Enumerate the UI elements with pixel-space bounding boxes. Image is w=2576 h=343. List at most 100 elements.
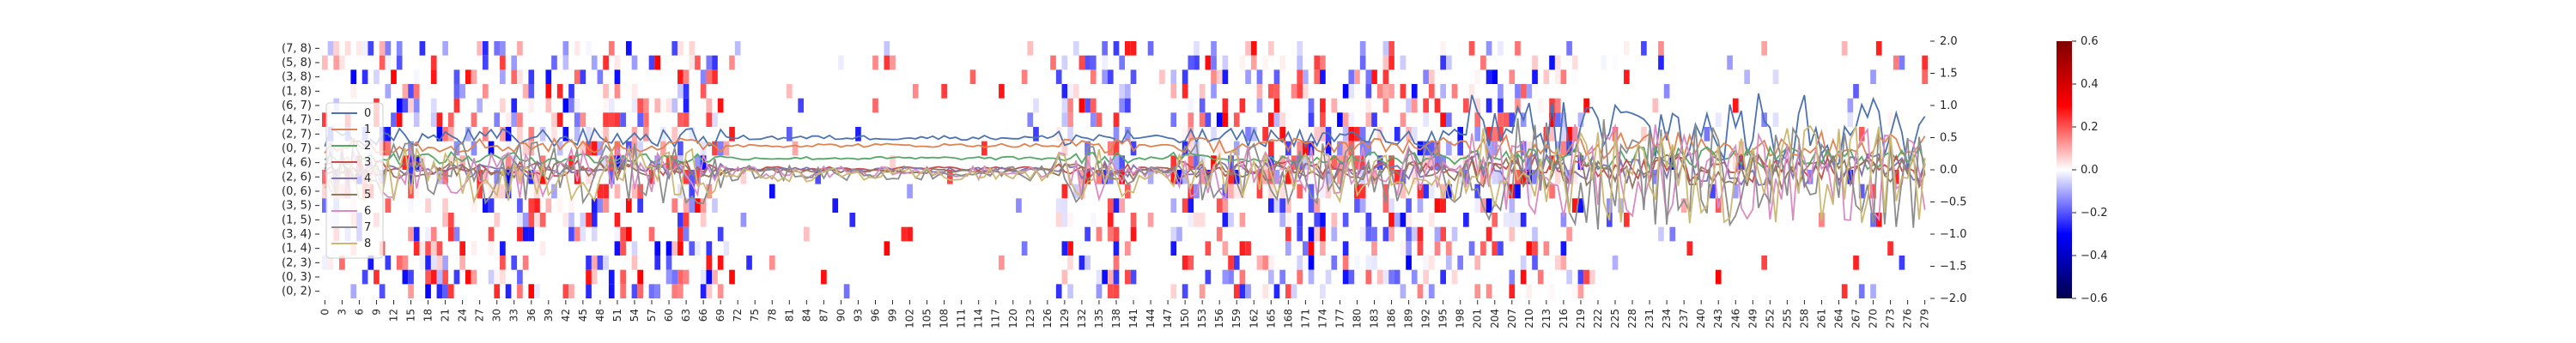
heat-cell: [769, 256, 775, 270]
heat-cell: [1297, 69, 1303, 84]
heat-cell: [1411, 84, 1418, 99]
heat-cell: [1406, 127, 1412, 141]
heat-cell: [1583, 98, 1589, 113]
heat-cell: [1188, 184, 1194, 199]
column-tick-label: 123: [1024, 309, 1036, 328]
heat-cell: [539, 213, 546, 227]
heat-cell: [465, 127, 471, 141]
heat-cell: [717, 226, 724, 242]
heat-cell: [1434, 198, 1441, 213]
heat-cell: [1440, 184, 1446, 199]
heat-cell: [396, 98, 403, 113]
heat-cell: [740, 213, 747, 227]
heat-cell: [804, 226, 810, 242]
heat-cell: [580, 112, 586, 127]
heat-cell: [1113, 155, 1120, 170]
right-axis-tick-label: 1.0: [1940, 99, 1958, 112]
heat-cell: [1893, 170, 1899, 184]
heat-cell: [614, 184, 621, 199]
heat-cell: [603, 84, 609, 99]
heat-cell: [1428, 141, 1435, 156]
heat-cell: [1130, 170, 1137, 184]
column-tick-label: 207: [1506, 309, 1518, 328]
heat-cell: [683, 213, 690, 227]
heat-cell: [1182, 256, 1188, 270]
heat-cell: [1744, 69, 1750, 84]
heat-cell: [500, 127, 506, 141]
heat-cell: [322, 170, 328, 184]
heat-cell: [402, 98, 409, 113]
heat-cell: [1119, 55, 1125, 70]
heat-cell: [1509, 213, 1516, 227]
heat-cell: [1320, 98, 1326, 113]
heat-cell: [1893, 55, 1899, 70]
heat-cell: [391, 112, 397, 127]
heat-cell: [339, 256, 345, 270]
right-axis-tick-label: 0.5: [1940, 132, 1958, 145]
heat-cell: [568, 284, 574, 298]
heat-cell: [1342, 141, 1349, 156]
heat-cell: [1365, 69, 1372, 84]
heat-cell: [1061, 84, 1068, 99]
heat-cell: [763, 269, 769, 285]
column-tick-label: 72: [732, 309, 744, 322]
heat-cell: [1767, 170, 1773, 184]
heat-cell: [1125, 141, 1131, 156]
heat-cell: [1084, 98, 1091, 113]
heat-cell: [1532, 69, 1538, 84]
heat-cell: [1365, 226, 1372, 242]
heat-cell: [1485, 127, 1492, 141]
heat-cell: [539, 170, 546, 184]
column-tick-label: 138: [1110, 309, 1122, 328]
heat-cell: [1560, 141, 1567, 156]
heat-cell: [1382, 184, 1389, 199]
heat-cell: [1434, 241, 1441, 256]
heat-cell: [1492, 241, 1498, 256]
heat-cell: [1113, 112, 1120, 127]
heat-cell: [385, 198, 392, 213]
heat-cell: [483, 127, 489, 141]
heat-cell: [1549, 127, 1555, 141]
heat-cell: [614, 112, 621, 127]
heat-cell: [683, 84, 690, 99]
heat-cell: [1899, 256, 1905, 270]
heat-cell: [620, 284, 626, 298]
heat-cell: [425, 269, 431, 285]
heat-cell: [1601, 155, 1607, 170]
row-tick-label: (3, 5): [282, 200, 312, 213]
heat-cell: [568, 155, 574, 170]
heat-cell: [872, 55, 878, 70]
heat-cell: [706, 55, 713, 70]
heat-cell: [671, 98, 678, 113]
heat-cell: [1847, 98, 1854, 113]
heat-cell: [1033, 98, 1039, 113]
heat-cell: [1262, 284, 1268, 298]
heat-cell: [1342, 213, 1349, 227]
heat-cell: [620, 112, 626, 127]
heat-cell: [1102, 41, 1108, 56]
heat-cell: [1194, 41, 1200, 56]
heat-cell: [1211, 69, 1217, 84]
heat-cell: [568, 226, 574, 242]
column-tick-label: 78: [766, 309, 778, 322]
column-tick-label: 120: [1007, 309, 1019, 328]
heat-cell: [706, 241, 713, 256]
heat-cell: [614, 84, 621, 99]
heat-cell: [1858, 127, 1865, 141]
heat-cell: [1239, 213, 1246, 227]
heat-cell: [1406, 213, 1412, 227]
heat-cell: [884, 55, 890, 70]
heat-cell: [408, 284, 414, 298]
heat-cell: [729, 127, 735, 141]
heat-cell: [1308, 184, 1315, 199]
heat-cell: [695, 198, 701, 213]
heat-cell: [1875, 41, 1882, 56]
heat-cell: [408, 198, 414, 213]
heat-cell: [1004, 127, 1011, 141]
heat-cell: [551, 112, 557, 127]
heat-cell: [1870, 184, 1876, 199]
heat-cell: [1021, 241, 1028, 256]
heat-cell: [671, 41, 678, 56]
heat-cell: [614, 55, 621, 70]
series-line-2: [324, 145, 1926, 172]
